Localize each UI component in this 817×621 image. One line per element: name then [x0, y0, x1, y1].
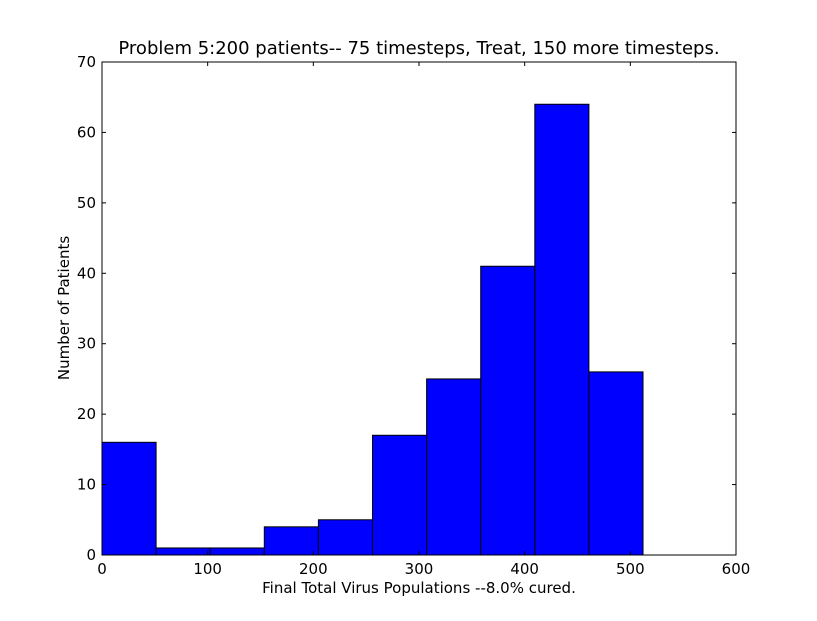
histogram-bar-2 — [209, 547, 265, 556]
y-tick-label-7: 70 — [77, 53, 96, 71]
y-tick-label-4: 40 — [77, 264, 96, 282]
histogram-bar-1 — [155, 547, 211, 556]
bars-group — [101, 103, 644, 556]
histogram-bar-3 — [263, 526, 319, 556]
y-tick-label-0: 0 — [86, 546, 96, 564]
y-tick-label-1: 10 — [77, 476, 96, 494]
y-axis-label: Number of Patients — [55, 236, 73, 380]
y-tick-label-6: 60 — [77, 123, 96, 141]
x-tick-label-2: 200 — [299, 560, 328, 578]
histogram-bar-7 — [480, 265, 536, 556]
y-tick-label-5: 50 — [77, 194, 96, 212]
x-axis-label: Final Total Virus Populations --8.0% cur… — [262, 579, 576, 597]
ticks-group: 0 100 200 300 400 500 600 0 10 20 30 40 50 60 70 — [77, 53, 750, 578]
plot-frame — [101, 61, 737, 556]
histogram-bar-4 — [317, 519, 374, 556]
x-tick-label-4: 400 — [510, 560, 539, 578]
y-tick-label-3: 30 — [77, 335, 96, 353]
x-tick-label-1: 100 — [193, 560, 222, 578]
histogram-bar-9 — [588, 371, 644, 556]
chart-title: Problem 5:200 patients-- 75 timesteps, T… — [118, 38, 719, 59]
x-tick-label-0: 0 — [97, 560, 107, 578]
x-tick-label-5: 500 — [616, 560, 645, 578]
histogram-bar-8 — [534, 103, 590, 556]
x-tick-label-6: 600 — [722, 560, 751, 578]
histogram-bar-0 — [101, 441, 157, 556]
histogram-bar-6 — [426, 378, 482, 556]
histogram-bar-5 — [372, 434, 428, 556]
y-tick-label-2: 20 — [77, 405, 96, 423]
x-tick-label-3: 300 — [405, 560, 434, 578]
